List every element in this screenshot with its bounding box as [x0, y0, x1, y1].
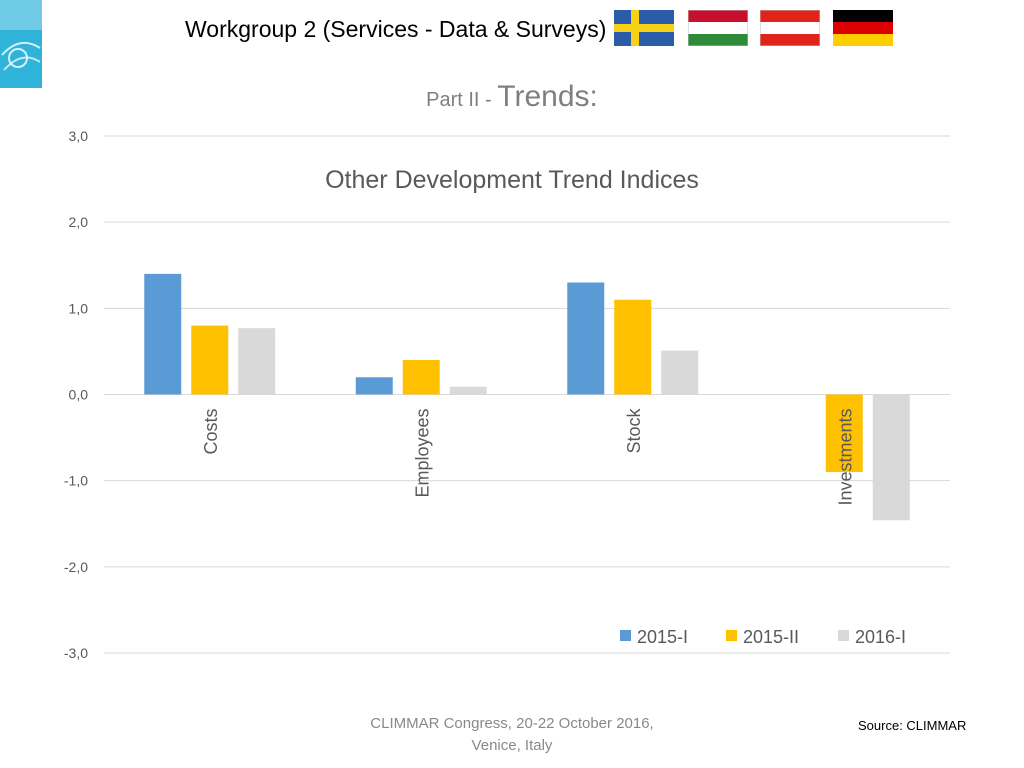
bar-costs-2015-ii [191, 325, 229, 395]
y-tick-label: 0,0 [69, 387, 89, 403]
y-tick-label: 1,0 [69, 300, 89, 316]
y-tick-label: -2,0 [64, 559, 88, 575]
legend-label: 2016-I [855, 627, 906, 647]
bar-investments-2016-i [872, 394, 910, 521]
legend-swatch [838, 630, 849, 641]
x-category-label: Costs [201, 409, 221, 455]
bar-costs-2016-i [238, 328, 276, 395]
y-tick-label: 2,0 [69, 214, 89, 230]
footer-line-2: Venice, Italy [471, 737, 553, 754]
bar-employees-2015-ii [402, 360, 440, 395]
bar-stock-2015-i [567, 282, 605, 395]
bar-employees-2015-i [355, 377, 393, 395]
bar-stock-2015-ii [614, 299, 652, 395]
legend-label: 2015-I [637, 627, 688, 647]
subtitle-prefix: Part II - [426, 89, 498, 111]
bar-investments-2015-ii [825, 394, 863, 473]
germany-flag [833, 10, 893, 46]
footer-event: CLIMMAR Congress, 20-22 October 2016, Ve… [312, 713, 712, 757]
sweden-flag [614, 10, 674, 46]
y-tick-label: -3,0 [64, 645, 88, 661]
subtitle-main: Trends: [497, 80, 598, 113]
legend-label: 2015-II [743, 627, 799, 647]
bar-employees-2016-i [449, 386, 487, 395]
chart-title: Other Development Trend Indices [325, 166, 699, 194]
y-tick-label: 3,0 [69, 128, 89, 144]
austria-flag [760, 10, 820, 46]
bar-stock-2016-i [661, 350, 699, 395]
bar-costs-2015-i [144, 273, 182, 395]
y-tick-label: -1,0 [64, 473, 88, 489]
x-category-label: Stock [624, 408, 644, 454]
section-subtitle: Part II - Trends: [0, 80, 1024, 114]
legend-swatch [620, 630, 631, 641]
header-title: Workgroup 2 (Services - Data & Surveys) [185, 16, 607, 42]
source-note: Source: CLIMMAR [858, 718, 967, 733]
legend-swatch [726, 630, 737, 641]
footer-line-1: CLIMMAR Congress, 20-22 October 2016, [370, 715, 654, 732]
x-category-label: Employees [412, 409, 432, 498]
hungary-flag [688, 10, 748, 46]
climmar-logo [0, 0, 42, 88]
x-category-label: Investments [835, 409, 855, 506]
